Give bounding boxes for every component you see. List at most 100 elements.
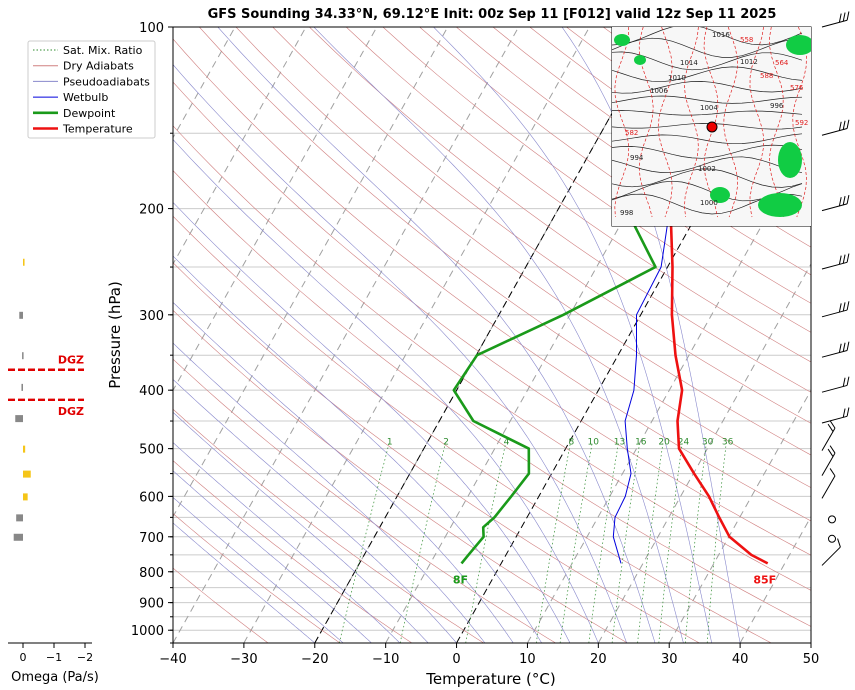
dgz-label: DGZ — [58, 405, 84, 418]
mixing-ratio-line — [338, 443, 390, 643]
legend: Sat. Mix. Ratio Dry Adiabats Pseudoadiabat… — [27, 40, 156, 139]
isotherm-line — [173, 27, 449, 518]
wind-barb — [821, 11, 850, 28]
wind-barb-flag — [838, 255, 842, 265]
x-tick-label: 0 — [452, 652, 460, 667]
chart-title: GFS Sounding 34.33°N, 69.12°E Init: 00z … — [208, 7, 777, 22]
x-tick-label: −40 — [159, 652, 186, 667]
map-height-contour — [684, 27, 699, 218]
wind-barb — [821, 538, 841, 566]
wind-barb-staff — [821, 203, 848, 212]
isotherm-line — [173, 27, 236, 139]
wind-barb-flag — [829, 445, 836, 454]
omega-panel: 0 −1 −2 DGZ DGZ — [8, 258, 93, 664]
y-tick-label: 400 — [139, 384, 164, 399]
calm-wind-circle — [828, 515, 836, 524]
wind-barb — [821, 119, 850, 136]
wind-barb-flag — [846, 119, 850, 129]
pseudoadiabat-line — [561, 27, 741, 643]
y-tick-label: 300 — [139, 309, 164, 324]
mixing-ratio-label: 20 — [658, 438, 670, 448]
map-contour-label: 1002 — [698, 165, 716, 173]
mixing-ratio-label: 8 — [568, 438, 574, 448]
map-height-contour — [792, 27, 807, 218]
map-pressure-contour — [612, 133, 803, 145]
mixing-ratio-label: 2 — [443, 438, 449, 448]
wind-barb — [821, 376, 850, 393]
background-grid — [173, 27, 811, 643]
legend-box — [27, 40, 156, 139]
wind-barb-staff — [821, 128, 848, 136]
mixing-ratio-line — [684, 443, 707, 643]
x-axis-label: Temperature (°C) — [425, 670, 555, 688]
isotherm-line — [810, 641, 811, 643]
legend-label: Dewpoint — [63, 107, 116, 120]
wind-barb — [821, 301, 850, 318]
wind-barb-flag — [842, 408, 846, 418]
wind-barb-flag — [842, 302, 846, 312]
wind-barb-flag — [829, 420, 836, 429]
legend-label: Temperature — [62, 123, 133, 136]
map-precip-area — [710, 187, 730, 203]
mixing-ratio-line — [706, 443, 727, 643]
mixing-ratio-line — [588, 443, 619, 643]
x-tick-label: 40 — [732, 652, 749, 667]
map-contour-label: 996 — [770, 102, 784, 110]
pseudoadiabat-line — [217, 27, 656, 643]
x-tick-label: 10 — [519, 652, 536, 667]
wind-barb-flag — [838, 121, 842, 131]
wind-barb-staff — [821, 452, 836, 476]
series-dewpoint-line — [452, 27, 775, 565]
map-pressure-contour — [612, 27, 803, 46]
y-axis-label: Pressure (hPa) — [106, 281, 124, 389]
pseudoadiabat-line — [173, 201, 571, 643]
pseudoadiabat-line — [173, 255, 542, 643]
isotherm-line — [527, 136, 811, 643]
pseudoadiabat-line — [173, 470, 372, 643]
mixing-ratio-line — [611, 443, 640, 643]
map-precip-area — [758, 193, 802, 217]
y-tick-label: 600 — [139, 490, 164, 505]
omega-bar — [23, 445, 26, 453]
omega-bar — [22, 352, 24, 360]
mixing-ratio-label: 13 — [614, 438, 625, 448]
legend-label: Wetbulb — [63, 91, 108, 104]
omega-bar — [15, 415, 23, 423]
dry-adiabat-line — [382, 27, 811, 333]
map-contour-label: 588 — [760, 72, 773, 80]
wind-barb — [821, 194, 850, 212]
map-precip-area — [634, 55, 646, 65]
y-tick-label: 500 — [139, 443, 164, 458]
mixing-ratio-label: 30 — [702, 438, 714, 448]
wind-barb-flag — [842, 120, 846, 130]
map-contour-label: 1006 — [650, 87, 668, 95]
dry-adiabat-line — [199, 27, 811, 488]
pseudoadiabat-line — [173, 522, 315, 643]
axes: −40 −30 −20 −10 0 10 20 30 40 50 100 200 300 400 500 60… — [131, 21, 819, 667]
legend-label: Sat. Mix. Ratio — [63, 44, 143, 57]
dry-adiabat-line — [309, 27, 811, 393]
omega-bar — [13, 533, 23, 541]
map-pressure-contour — [612, 168, 803, 188]
map-contour-label: 582 — [625, 129, 638, 137]
y-tick-label: 900 — [139, 597, 164, 612]
map-contour-label: 1014 — [680, 59, 698, 67]
wind-barb-staff — [821, 349, 848, 358]
mixing-ratio-line — [658, 443, 683, 643]
dry-adiabat-line — [173, 513, 341, 643]
wind-barb-flag — [827, 423, 834, 432]
wind-barb-flag — [842, 196, 846, 205]
x-tick-label: −30 — [230, 652, 257, 667]
map-height-contour — [769, 27, 784, 218]
dry-adiabat-line — [235, 27, 811, 456]
x-tick-label: 30 — [661, 652, 678, 667]
wind-barb — [821, 468, 836, 499]
wind-barb-flag — [842, 377, 846, 387]
pseudoadiabat-line — [173, 342, 486, 643]
mixing-ratio-line — [465, 443, 506, 643]
surface-dewpoint-label: 8F — [453, 573, 468, 586]
wind-barb-staff — [821, 309, 848, 318]
